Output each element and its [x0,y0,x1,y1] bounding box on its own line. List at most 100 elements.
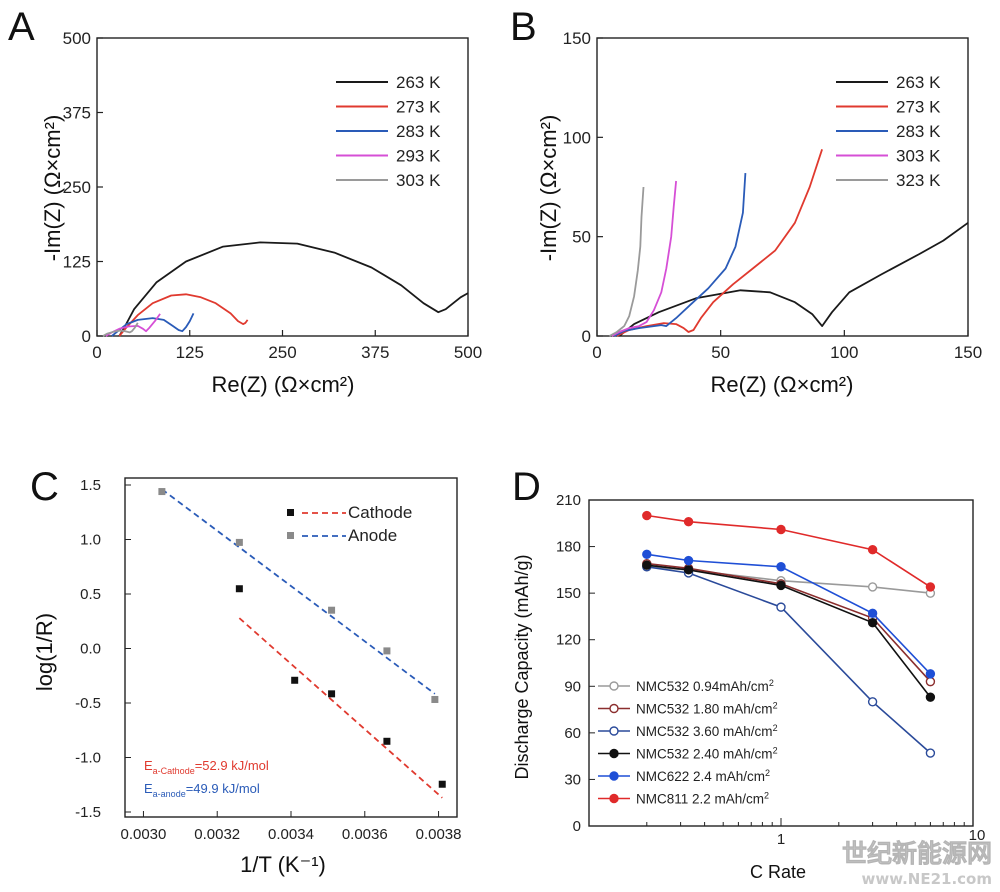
legend-marker [609,681,619,691]
ylabel-d: Discharge Capacity (mAh/g) [512,554,532,779]
data-point-cathode [383,737,391,745]
ylabel-c: log(1/R) [32,613,57,691]
x-tick-label: 0.0036 [342,826,388,843]
legend-marker [609,726,619,736]
watermark-url: www.NE21.com [861,870,992,888]
series-line-273-K [118,293,249,337]
y-tick-label: 180 [556,539,581,556]
data-point [925,748,936,758]
legend-label: 323 K [896,171,941,190]
series-line-283-K [111,313,195,337]
data-point-anode [383,647,391,655]
data-point-cathode [235,585,243,593]
legend-label: NMC532 3.60 mAh/cm2 [636,723,778,739]
data-point [683,555,694,566]
y-tick-label: 0 [82,327,91,346]
legend-label: 273 K [396,98,441,117]
data-point-cathode [328,690,336,698]
panel-letter-b: B [510,5,537,49]
legend-label: 303 K [396,171,441,190]
x-tick-label: 500 [454,343,482,362]
legend-label: 263 K [896,73,941,92]
data-point [642,560,652,570]
series-line-263-K [118,241,469,337]
y-tick-label: 375 [63,104,91,123]
legend-label: NMC532 0.94mAh/cm2 [636,678,774,694]
legend-label: NMC532 1.80 mAh/cm2 [636,701,778,717]
y-tick-label: -1.0 [75,750,101,767]
legend-marker [287,509,294,516]
panel-letter-c: C [30,465,59,509]
xlabel-c: 1/T (K⁻¹) [240,852,326,877]
series-line-323-K [608,186,645,337]
series-line-303-K [611,180,677,337]
y-tick-label: 150 [563,29,591,48]
y-tick-label: 0 [582,327,591,346]
legend-marker [609,793,619,804]
activation-energy-label: Ea-anode=49.9 kJ/mol [144,781,260,799]
y-tick-label: 210 [556,492,581,509]
x-tick-label: 100 [830,343,858,362]
y-tick-label: 60 [564,725,581,742]
legend-label: NMC811 2.2 mAh/cm2 [636,791,769,807]
data-point [642,510,652,521]
y-tick-label: 0.5 [80,586,101,603]
data-point [925,669,936,679]
y-tick-label: 1.0 [80,532,101,549]
data-point [683,565,694,575]
data-point [867,608,878,619]
legend-label: 263 K [396,73,441,92]
series-line-283-K [613,173,747,337]
data-point [925,582,936,592]
ylabel-a: -Im(Z) (Ω×cm²) [40,115,65,262]
data-point-cathode [291,676,299,684]
xlabel-a: Re(Z) (Ω×cm²) [212,372,355,397]
y-tick-label: 150 [556,585,581,602]
legend-label: 283 K [896,122,941,141]
legend-label: Anode [348,526,397,545]
x-tick-label: 50 [711,343,730,362]
chart-panel-c: 0.0030 0.0032 0.0034 0.0036 0.0038 1.5 1.0 0.5 0… [75,477,461,843]
y-tick-label: -1.5 [75,804,101,821]
y-tick-label: 125 [63,253,91,272]
y-tick-label: 1.5 [80,477,101,494]
y-tick-label: 50 [572,228,591,247]
chart-panel-d: 1 10 0 30 60 90 120 150 180 210 NMC532 0.94mAh/cm2… [556,492,985,848]
legend-marker [609,748,619,759]
y-tick-label: 100 [563,128,591,147]
data-point [867,544,878,555]
legend-label: NMC532 2.40 mAh/cm2 [636,746,778,762]
x-tick-label: 150 [954,343,982,362]
x-tick-label: 0 [592,343,601,362]
x-tick-label: 10 [969,827,986,844]
fit-line-anode [161,488,436,695]
y-tick-label: -0.5 [75,695,101,712]
xlabel-d: C Rate [750,862,806,882]
y-tick-label: 500 [63,29,91,48]
legend-marker [287,532,294,539]
series-line-263-K [618,222,969,337]
y-tick-label: 30 [564,771,581,788]
x-tick-label: 1 [777,831,785,848]
fit-line-cathode [238,617,443,799]
legend-label: NMC622 2.4 mAh/cm2 [636,768,770,784]
data-point-anode [158,488,166,496]
watermark-title: 世纪新能源网 [842,839,992,868]
data-point [925,692,936,702]
chart-panel-a: 0 125 250 375 500 0 125 250 375 500 263 K 273 K 283 … [63,29,483,362]
legend-label: Cathode [348,503,412,522]
legend-marker [609,771,619,781]
data-point-anode [328,606,336,614]
legend-label: 293 K [396,147,441,166]
xlabel-b: Re(Z) (Ω×cm²) [711,372,854,397]
x-tick-label: 0.0030 [120,826,166,843]
panel-letter-a: A [8,5,35,49]
series-line-303-K [102,322,139,337]
data-point [867,582,878,592]
data-point [776,580,786,591]
x-tick-label: 0.0038 [416,826,462,843]
x-tick-label: 375 [361,343,389,362]
panel-letter-d: D [512,465,541,509]
